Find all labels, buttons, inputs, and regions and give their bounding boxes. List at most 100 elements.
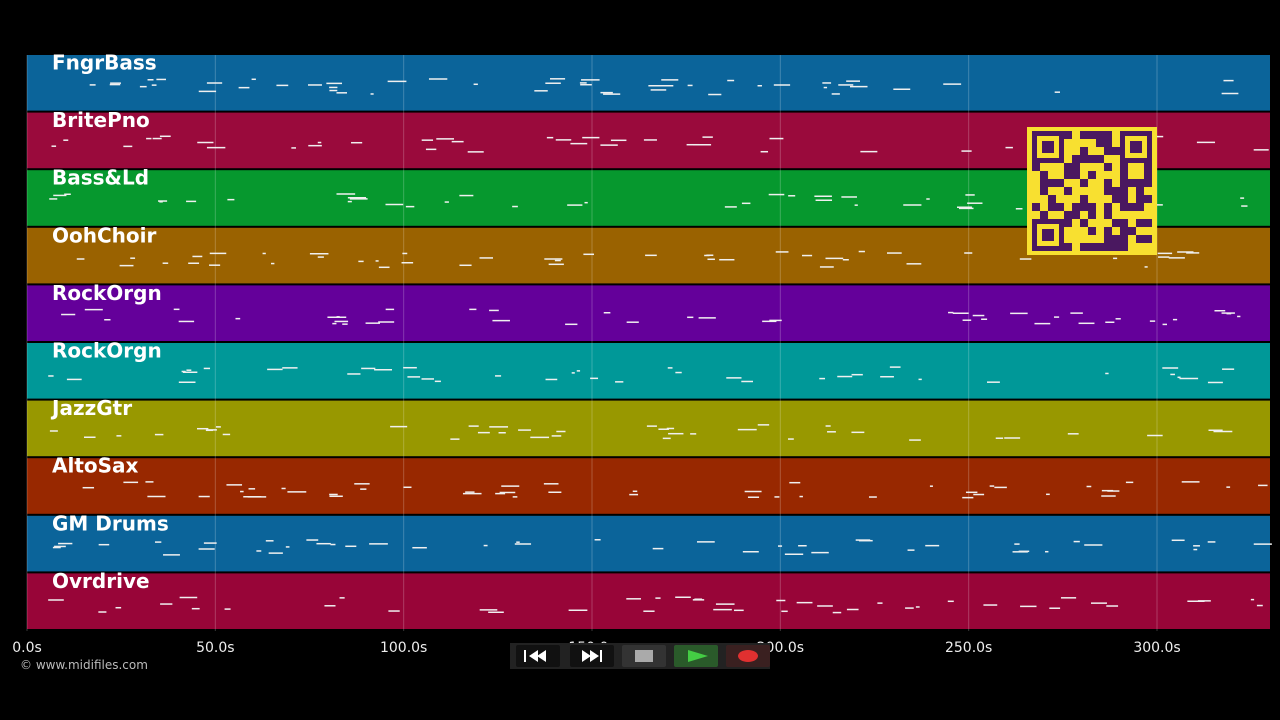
qr-cell [1112,235,1120,243]
qr-cell [1136,235,1144,243]
qr-cell [1104,187,1112,195]
qr-cell [1144,163,1152,171]
qr-cell [1120,243,1128,251]
track-name: RockOrgn [52,281,162,305]
icon [600,650,602,662]
icon [635,650,653,662]
qr-cell [1080,179,1088,187]
qr-cell [1064,243,1072,251]
track-lane [27,55,1270,111]
qr-cell [1144,171,1152,179]
qr-cell [1056,179,1064,187]
qr-cell [1048,179,1056,187]
qr-cell [1088,243,1096,251]
track-name: Ovrdrive [52,569,150,593]
qr-cell [1112,187,1120,195]
x-tick-label: 300.0s [1133,640,1180,656]
x-tick-label: 100.0s [380,640,427,656]
qr-cell [1096,155,1104,163]
qr-finder [1042,229,1054,241]
track-lane [27,400,1270,457]
qr-cell [1104,227,1112,235]
qr-cell [1072,211,1080,219]
play-button[interactable] [674,645,718,667]
qr-cell [1120,203,1128,211]
qr-finder [1042,141,1054,153]
qr-cell [1072,203,1080,211]
track-lane [27,285,1270,341]
qr-cell [1032,163,1040,171]
track-lane [27,458,1270,514]
qr-cell [1136,195,1144,203]
qr-cell [1040,187,1048,195]
qr-cell [1120,179,1128,187]
qr-cell [1128,227,1136,235]
qr-cell [1080,131,1088,139]
qr-cell [1120,163,1128,171]
qr-cell [1136,203,1144,211]
qr-cell [1040,171,1048,179]
forward-button[interactable] [570,645,614,667]
icon [529,650,546,662]
x-tick-label: 250.0s [945,640,992,656]
qr-cell [1088,155,1096,163]
qr-cell [1104,139,1112,147]
qr-cell [1120,235,1128,243]
qr-cell [1096,243,1104,251]
qr-cell [1048,195,1056,203]
qr-cell [1064,211,1072,219]
qr-cell [1104,203,1112,211]
qr-cell [1120,195,1128,203]
qr-cell [1064,187,1072,195]
track-lane [27,573,1270,629]
track-name: Bass&Ld [52,166,149,190]
icon [524,650,526,662]
qr-cell [1136,219,1144,227]
qr-cell [1032,203,1040,211]
qr-cell [1112,195,1120,203]
icon [738,650,758,662]
qr-cell [1088,211,1096,219]
qr-code [1027,127,1157,255]
track-name: BritePno [52,108,150,132]
qr-cell [1080,219,1088,227]
qr-cell [1096,131,1104,139]
qr-cell [1104,147,1112,155]
qr-cell [1136,179,1144,187]
qr-finder [1130,141,1142,153]
qr-cell [1120,171,1128,179]
x-tick-label: 50.0s [196,640,234,656]
qr-cell [1120,187,1128,195]
qr-cell [1088,171,1096,179]
stop-button[interactable] [622,645,666,667]
qr-cell [1080,147,1088,155]
transport-bar [510,643,770,669]
qr-cell [1144,179,1152,187]
qr-cell [1104,131,1112,139]
qr-cell [1120,219,1128,227]
qr-cell [1064,219,1072,227]
x-tick-label: 0.0s [12,640,42,656]
qr-cell [1080,243,1088,251]
qr-cell [1104,243,1112,251]
qr-cell [1104,211,1112,219]
qr-cell [1144,195,1152,203]
track-name: RockOrgn [52,339,162,363]
qr-cell [1096,139,1104,147]
qr-cell [1144,219,1152,227]
track-name: FngrBass [52,51,157,75]
qr-cell [1088,131,1096,139]
record-button[interactable] [726,645,770,667]
track-name: AltoSax [52,454,139,478]
qr-cell [1064,171,1072,179]
qr-cell [1064,163,1072,171]
qr-cell [1104,179,1112,187]
qr-cell [1112,219,1120,227]
qr-cell [1080,155,1088,163]
qr-cell [1112,147,1120,155]
rewind-button[interactable] [516,645,560,667]
qr-cell [1104,235,1112,243]
qr-cell [1128,203,1136,211]
